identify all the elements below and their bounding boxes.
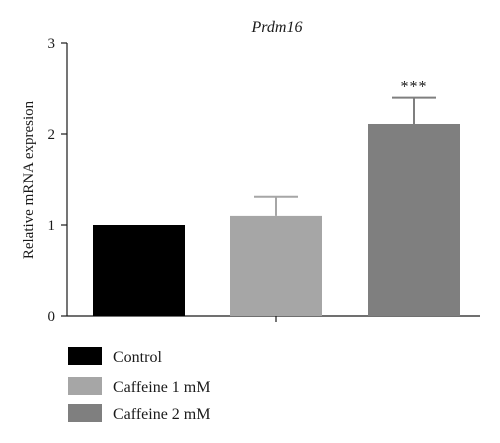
bar — [368, 123, 460, 317]
significance-label: *** — [401, 79, 428, 96]
y-tick-label: 1 — [48, 218, 56, 234]
legend: Control Caffeine 1 mM Caffeine 2 mM — [68, 347, 210, 423]
y-ticks: 0 1 2 3 — [48, 36, 67, 325]
legend-label: Caffeine 2 mM — [113, 406, 210, 423]
legend-label: Control — [113, 349, 162, 366]
bars: *** — [93, 79, 460, 317]
legend-swatch — [68, 347, 102, 365]
legend-label: Caffeine 1 mM — [113, 379, 210, 396]
legend-swatch — [68, 404, 102, 422]
y-tick-label: 0 — [48, 309, 56, 325]
y-tick-label: 3 — [48, 36, 56, 52]
chart-title: Prdm16 — [251, 19, 303, 36]
bar — [230, 215, 322, 316]
bar — [93, 225, 185, 316]
legend-swatch — [68, 377, 102, 395]
y-tick-label: 2 — [48, 127, 56, 143]
y-axis-title: Relative mRNA expresion — [21, 100, 37, 259]
